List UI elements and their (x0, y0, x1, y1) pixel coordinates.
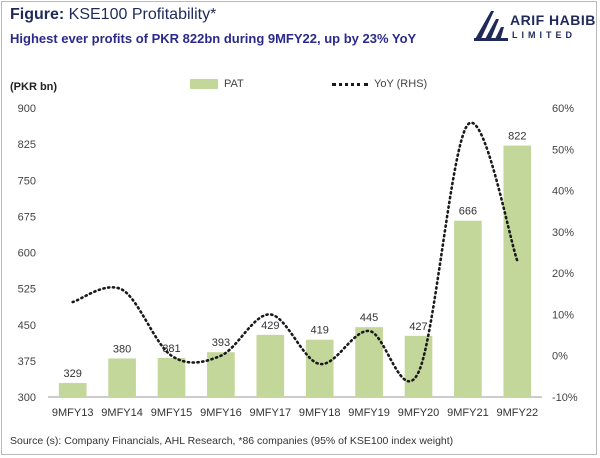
pat-data-label: 445 (360, 312, 378, 324)
legend-dotted-line-swatch (332, 82, 368, 86)
pat-bar (404, 335, 433, 397)
yoy-line (71, 121, 519, 383)
y2-axis-tick-label: 40% (552, 186, 574, 198)
y-axis-tick-label: 750 (18, 175, 36, 187)
y2-axis-tick-label: -10% (552, 392, 578, 404)
y2-axis-tick-label: 30% (552, 227, 574, 239)
pat-data-label: 429 (261, 320, 279, 332)
y-axis-tick-label: 600 (18, 248, 36, 260)
pat-data-label: 419 (311, 325, 329, 337)
y2-axis-tick-label: 50% (552, 144, 574, 156)
x-axis-tick-label: 9MFY18 (299, 407, 341, 419)
y2-axis-tick-label: 10% (552, 309, 574, 321)
pat-bar (108, 358, 136, 397)
pat-bar (58, 383, 87, 397)
pat-data-label: 329 (64, 368, 82, 380)
pat-data-label: 822 (508, 131, 526, 143)
figure-subtitle: Highest ever profits of PKR 822bn during… (10, 31, 417, 46)
y-axis-tick-label: 300 (18, 392, 36, 404)
legend-bar-swatch (190, 79, 218, 90)
y-axis-tick-label: 525 (18, 284, 36, 296)
x-axis-tick-label: 9MFY15 (151, 407, 193, 419)
arif-habib-logo: ARIF HABIB LIMITED (474, 11, 595, 45)
pat-data-label: 393 (212, 337, 230, 349)
logo-line1: ARIF HABIB (510, 12, 596, 28)
figure-title-lead: Figure: (10, 6, 65, 23)
source-note: Source (s): Company Financials, AHL Rese… (10, 435, 454, 447)
x-axis-tick-label: 9MFY17 (250, 407, 292, 419)
y-axis-tick-label: 675 (18, 211, 36, 223)
x-axis-tick-label: 9MFY21 (447, 407, 489, 419)
x-axis-tick-label: 9MFY13 (52, 407, 94, 419)
legend-pat: PAT (190, 78, 244, 90)
pat-data-label: 380 (113, 343, 131, 355)
figure-title-text: KSE100 Profitability* (64, 6, 217, 23)
pat-data-label: 666 (459, 206, 477, 218)
arif-habib-emblem-icon (474, 11, 508, 41)
y-axis-tick-label: 825 (18, 139, 36, 151)
y2-axis-tick-label: 20% (552, 268, 574, 280)
legend-yoy-label: YoY (RHS) (374, 78, 428, 90)
x-axis-tick-label: 9MFY14 (101, 407, 143, 419)
logo-line2: LIMITED (512, 30, 576, 40)
y-axis-tick-label: 900 (18, 103, 36, 115)
legend-yoy: YoY (RHS) (332, 78, 427, 90)
x-axis-tick-label: 9MFY22 (497, 407, 539, 419)
pat-bar (503, 145, 532, 397)
pat-bar (305, 339, 334, 397)
figure-title: Figure: KSE100 Profitability* (10, 6, 216, 24)
y-axis-tick-label: 450 (18, 320, 36, 332)
x-axis-tick-label: 9MFY19 (348, 407, 390, 419)
y-axis-tick-label: 375 (18, 356, 36, 368)
pat-bar (256, 334, 285, 397)
pat-data-label: 427 (409, 321, 427, 333)
x-axis-tick-label: 9MFY20 (398, 407, 440, 419)
pat-bar (157, 357, 186, 397)
x-axis-tick-label: 9MFY16 (200, 407, 242, 419)
pat-bar (454, 220, 482, 397)
y-axis-unit-label: (PKR bn) (10, 81, 58, 93)
y2-axis-tick-label: 60% (552, 103, 574, 115)
legend-pat-label: PAT (224, 78, 244, 90)
y2-axis-tick-label: 0% (552, 351, 568, 363)
